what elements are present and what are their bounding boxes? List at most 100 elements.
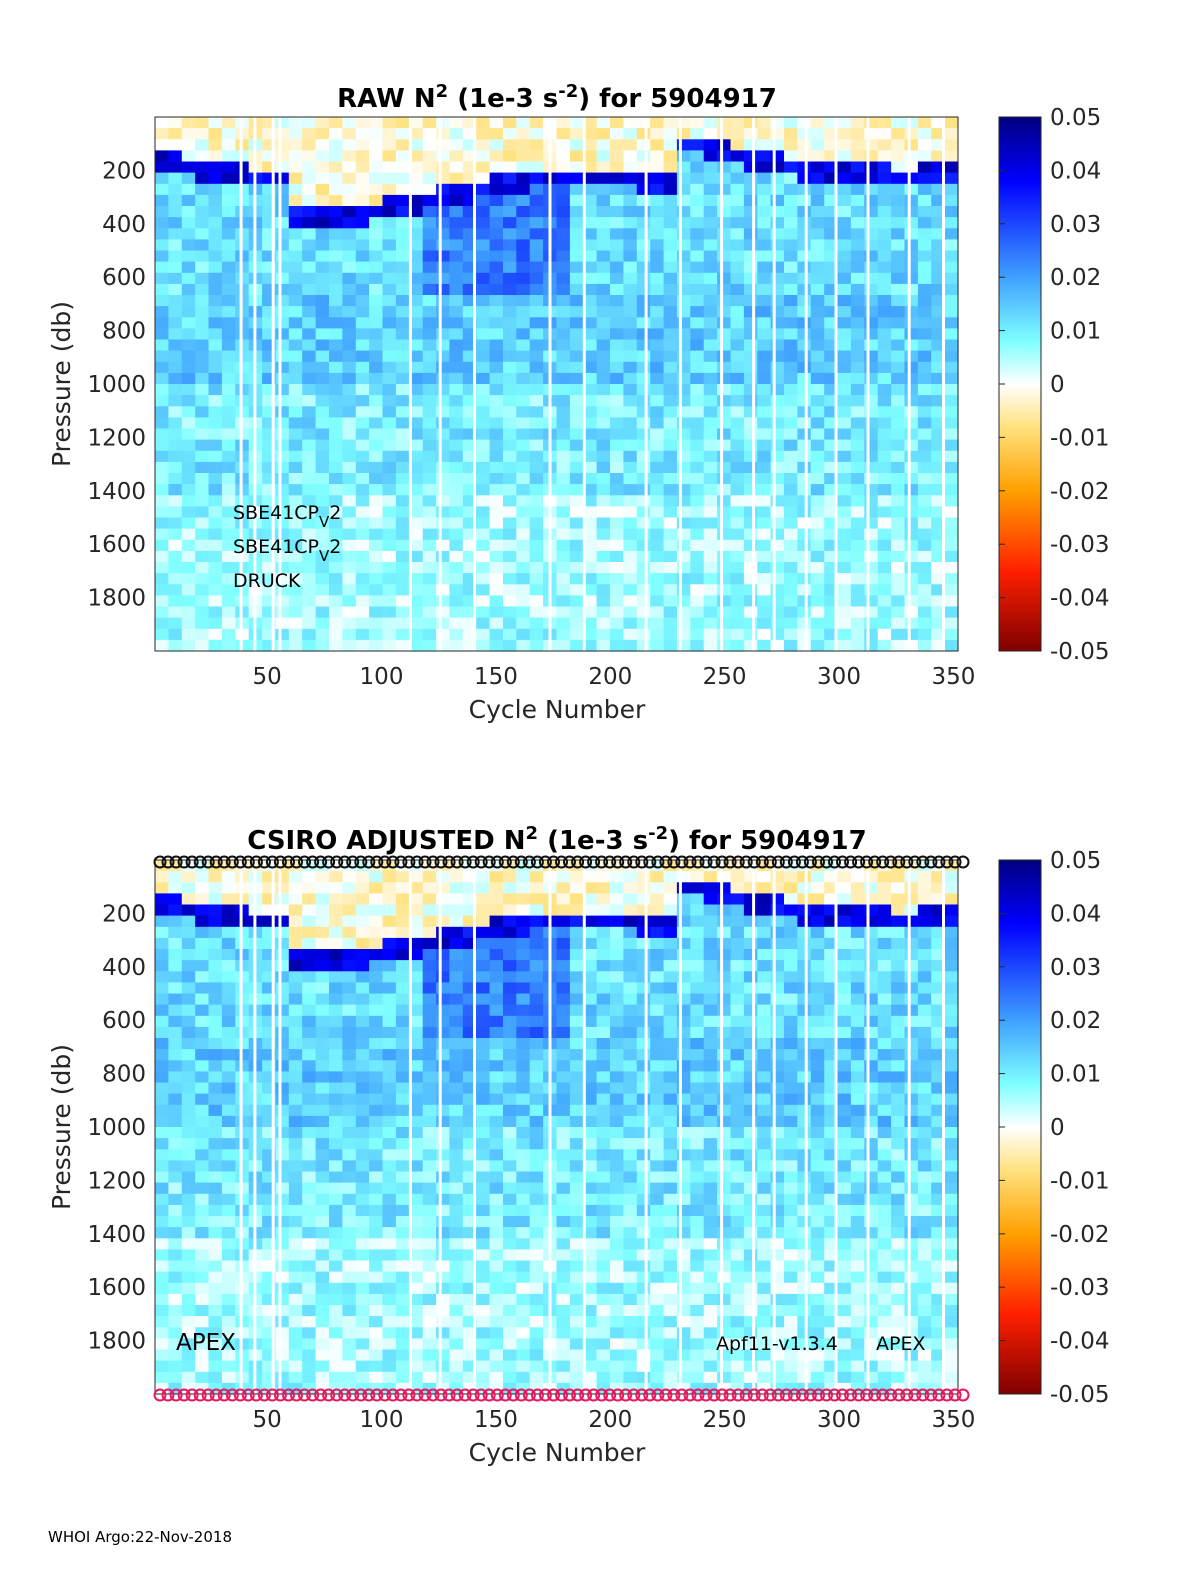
- colorbar-tick-label: -0.01: [1050, 1168, 1110, 1194]
- colorbar-tick-label: 0.01: [1050, 1062, 1101, 1088]
- profile-marker: [675, 855, 689, 869]
- profile-marker: [362, 855, 376, 869]
- profile-marker: [530, 855, 544, 869]
- bottom-profile-markers: [153, 1388, 970, 1402]
- profile-marker: [547, 855, 560, 869]
- profile-marker: [731, 1388, 745, 1402]
- y-tick-label: 1000: [87, 372, 146, 398]
- profile-marker: [298, 1388, 311, 1402]
- profile-marker: [290, 1388, 303, 1402]
- profile-marker: [731, 855, 745, 869]
- x-tick-label: 300: [817, 1407, 861, 1433]
- profile-marker: [498, 855, 512, 869]
- profile-marker: [820, 855, 833, 869]
- profile-marker: [442, 1388, 456, 1402]
- profile-marker: [314, 855, 328, 869]
- x-tick-label: 100: [360, 1407, 404, 1433]
- profile-marker: [691, 1388, 705, 1402]
- profile-marker: [803, 1388, 817, 1402]
- profile-marker: [474, 855, 488, 869]
- profile-marker: [225, 1388, 239, 1402]
- profile-marker: [450, 1388, 464, 1402]
- profile-marker: [940, 1388, 954, 1402]
- profile-marker: [249, 1388, 263, 1402]
- profile-marker: [346, 855, 360, 869]
- profile-marker: [876, 1388, 890, 1402]
- profile-marker: [346, 1388, 360, 1402]
- profile-marker: [402, 855, 416, 869]
- profile-marker: [571, 855, 585, 869]
- profile-marker: [458, 855, 472, 869]
- colorbar-tick-label: 0.03: [1050, 212, 1101, 238]
- profile-marker: [787, 1388, 801, 1402]
- profile-marker: [209, 855, 223, 869]
- profile-marker: [418, 855, 432, 869]
- y-tick-label: 200: [102, 901, 146, 927]
- profile-marker: [787, 855, 801, 869]
- profile-marker: [241, 855, 255, 869]
- profile-marker: [169, 855, 183, 869]
- profile-marker: [306, 855, 320, 869]
- y-tick-label: 800: [102, 319, 146, 345]
- profile-marker: [522, 855, 536, 869]
- profile-marker: [828, 855, 841, 869]
- profile-marker: [691, 855, 705, 869]
- y-tick-label: 1600: [87, 532, 146, 558]
- profile-marker: [779, 1388, 793, 1402]
- profile-marker: [338, 1388, 352, 1402]
- profile-marker: [257, 855, 271, 869]
- profile-marker: [193, 855, 207, 869]
- profile-marker: [836, 855, 849, 869]
- profile-marker: [330, 1388, 344, 1402]
- profile-marker: [892, 855, 906, 869]
- profile-marker: [675, 1388, 689, 1402]
- profile-marker: [900, 1388, 914, 1402]
- profile-marker: [434, 855, 448, 869]
- profile-marker: [458, 1388, 472, 1402]
- profile-marker: [225, 855, 239, 869]
- profile-marker: [426, 1388, 440, 1402]
- firmware-annotation: Apf11-v1.3.4: [716, 1333, 838, 1355]
- profile-marker: [418, 1388, 432, 1402]
- profile-marker: [795, 1388, 809, 1402]
- profile-marker: [908, 855, 922, 869]
- profile-marker: [362, 1388, 376, 1402]
- profile-marker: [852, 855, 866, 869]
- profile-marker: [860, 1388, 874, 1402]
- x-tick-label: 250: [703, 1407, 747, 1433]
- profile-marker: [667, 1388, 681, 1402]
- profile-marker: [900, 855, 914, 869]
- profile-marker: [715, 1388, 729, 1402]
- platform-annotation-left: APEX: [176, 1330, 236, 1356]
- raw-x-axis-label: Cycle Number: [469, 695, 646, 724]
- raw-y-tick-labels: 200 400 600 800 1000 1200 1400 1600 1800: [87, 158, 146, 611]
- x-tick-label: 200: [588, 664, 632, 690]
- colorbar-tick-label: 0.02: [1050, 1008, 1101, 1034]
- profile-marker: [338, 855, 352, 869]
- profile-marker: [755, 855, 769, 869]
- profile-marker: [940, 855, 954, 869]
- colorbar-tick-label: -0.02: [1050, 479, 1110, 505]
- profile-marker: [948, 1388, 962, 1402]
- profile-marker: [659, 855, 673, 869]
- profile-marker: [739, 855, 753, 869]
- adjusted-heatmap-field: [155, 860, 959, 1395]
- profile-marker: [450, 855, 464, 869]
- profile-marker: [290, 855, 303, 869]
- profile-marker: [402, 1388, 416, 1402]
- profile-marker: [812, 855, 825, 869]
- profile-marker: [699, 1388, 713, 1402]
- profile-marker: [506, 855, 520, 869]
- profile-marker: [169, 1388, 183, 1402]
- adjusted-n2-panel: CSIRO ADJUSTED N2 (1e-3 s-2) for 5904917…: [47, 823, 1110, 1467]
- y-tick-label: 1000: [87, 1115, 146, 1141]
- profile-marker: [924, 855, 938, 869]
- profile-marker: [185, 855, 199, 869]
- profile-marker: [956, 855, 970, 869]
- adjusted-y-axis-label: Pressure (db): [47, 1044, 76, 1210]
- profile-marker: [619, 855, 633, 869]
- profile-marker: [595, 1388, 609, 1402]
- profile-marker: [795, 855, 809, 869]
- profile-marker: [627, 1388, 641, 1402]
- profile-marker: [587, 1388, 601, 1402]
